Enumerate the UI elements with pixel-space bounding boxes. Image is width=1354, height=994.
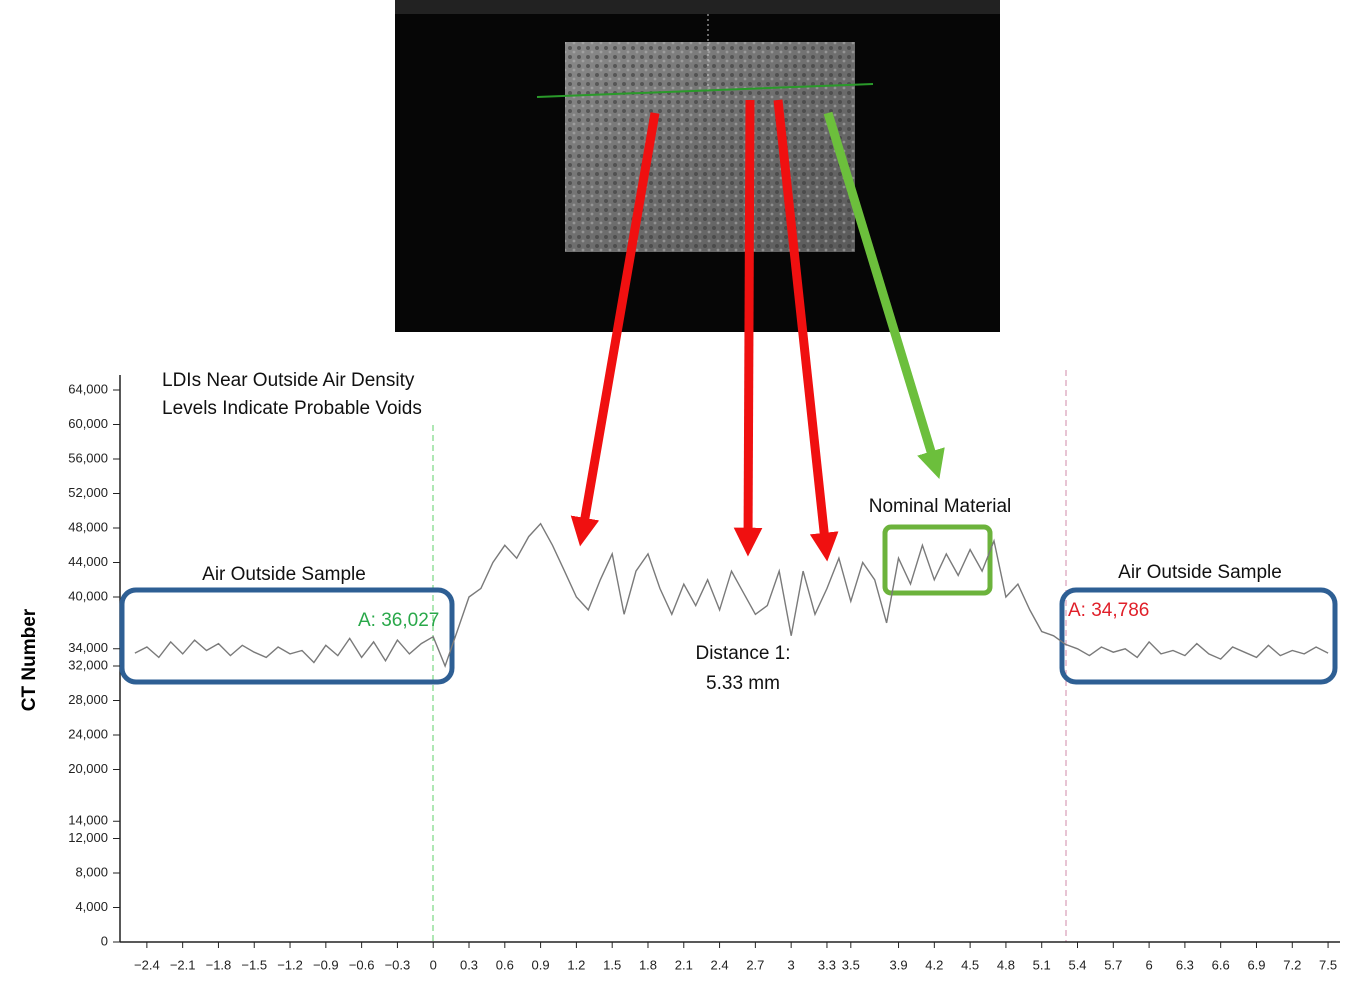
y-tick-label: 44,000 xyxy=(68,554,108,569)
x-tick-label: 6.6 xyxy=(1212,957,1230,972)
x-tick-label: 4.5 xyxy=(961,957,979,972)
x-tick-label: 0.9 xyxy=(532,957,550,972)
y-tick-label: 32,000 xyxy=(68,657,108,672)
annotation: Levels Indicate Probable Voids xyxy=(162,398,422,419)
annotation: Air Outside Sample xyxy=(202,564,366,585)
x-tick-label: 4.8 xyxy=(997,957,1015,972)
y-tick-label: 20,000 xyxy=(68,761,108,776)
annotation: LDIs Near Outside Air Density xyxy=(162,370,415,391)
x-tick-label: 1.2 xyxy=(567,957,585,972)
annotation: Nominal Material xyxy=(869,496,1012,517)
x-tick-label: 6 xyxy=(1145,957,1152,972)
y-axis-label: CT Number xyxy=(19,608,40,711)
y-tick-label: 12,000 xyxy=(68,830,108,845)
x-tick-label: 5.7 xyxy=(1104,957,1122,972)
y-tick-label: 64,000 xyxy=(68,381,108,396)
x-tick-label: 6.3 xyxy=(1176,957,1194,972)
x-tick-label: 0.6 xyxy=(496,957,514,972)
y-tick-label: 52,000 xyxy=(68,485,108,500)
x-tick-label: 5.1 xyxy=(1033,957,1051,972)
x-tick-label: 3.5 xyxy=(842,957,860,972)
x-tick-label: −0.6 xyxy=(349,957,375,972)
annotation: A: 36,027 xyxy=(358,610,439,631)
x-tick-label: 2.7 xyxy=(746,957,764,972)
x-tick-label: 6.9 xyxy=(1247,957,1265,972)
arrows xyxy=(570,99,945,562)
x-tick-label: −2.1 xyxy=(170,957,196,972)
profile-line xyxy=(134,522,1329,668)
x-tick-label: 1.5 xyxy=(603,957,621,972)
x-tick-label: 3.3 xyxy=(818,957,836,972)
x-tick-label: −1.2 xyxy=(277,957,303,972)
x-tick-label: 2.4 xyxy=(711,957,729,972)
y-tick-label: 8,000 xyxy=(75,864,108,879)
x-tick-label: 7.5 xyxy=(1319,957,1337,972)
boxes xyxy=(119,524,1338,685)
x-tick-label: −0.9 xyxy=(313,957,339,972)
annotation: A: 34,786 xyxy=(1068,600,1149,621)
x-tick-label: 3.9 xyxy=(890,957,908,972)
x-tick-label: −0.3 xyxy=(385,957,411,972)
x-tick-label: −1.5 xyxy=(241,957,267,972)
annotation: Air Outside Sample xyxy=(1118,562,1282,583)
x-tick-label: 1.8 xyxy=(639,957,657,972)
y-tick-label: 14,000 xyxy=(68,813,108,828)
annotation: 5.33 mm xyxy=(706,673,780,694)
y-tick-label: 60,000 xyxy=(68,416,108,431)
x-tick-label: −2.4 xyxy=(134,957,160,972)
y-tick-label: 34,000 xyxy=(68,640,108,655)
y-tick-label: 28,000 xyxy=(68,692,108,707)
x-tick-label: 4.2 xyxy=(925,957,943,972)
x-tick-label: 2.1 xyxy=(675,957,693,972)
x-tick-label: 0 xyxy=(430,957,437,972)
x-tick-label: −1.8 xyxy=(206,957,232,972)
y-tick-label: 48,000 xyxy=(68,519,108,534)
annotation: Distance 1: xyxy=(695,643,790,664)
y-tick-label: 40,000 xyxy=(68,588,108,603)
y-tick-label: 0 xyxy=(101,933,108,948)
y-tick-label: 4,000 xyxy=(75,899,108,914)
ct-image xyxy=(395,0,1000,332)
x-tick-label: 7.2 xyxy=(1283,957,1301,972)
x-tick-label: 0.3 xyxy=(460,957,478,972)
x-tick-label: 3 xyxy=(788,957,795,972)
x-tick-label: 5.4 xyxy=(1068,957,1086,972)
y-tick-label: 24,000 xyxy=(68,726,108,741)
y-tick-label: 56,000 xyxy=(68,450,108,465)
